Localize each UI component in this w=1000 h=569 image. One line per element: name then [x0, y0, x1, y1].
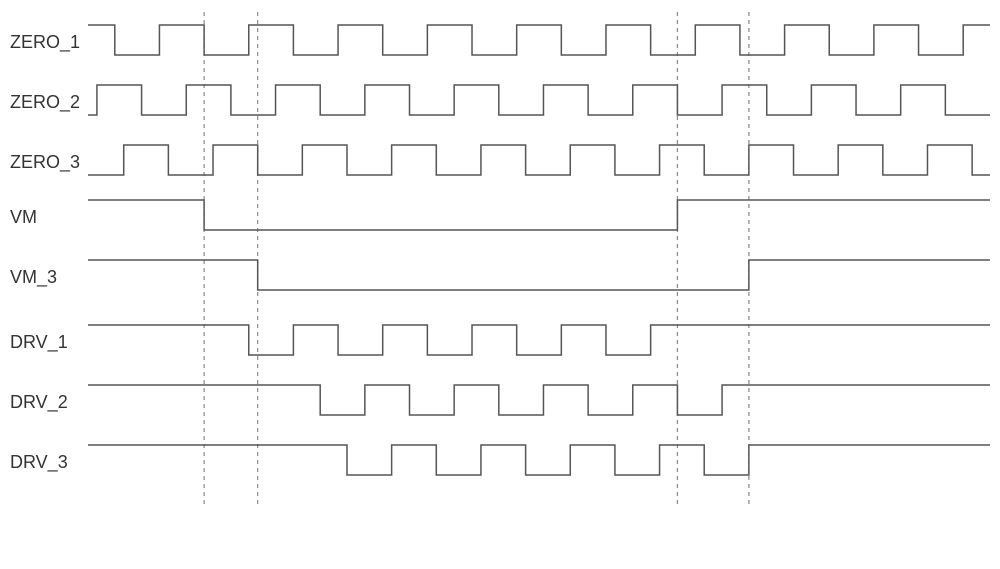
signal-waveform	[88, 85, 990, 115]
timing-diagram: ZERO_1 ZERO_2 ZERO_3 VM VM_3 DRV_1 DRV_2 DRV_3	[0, 0, 1000, 569]
signal-label: DRV_3	[10, 452, 68, 473]
signal-label: DRV_1	[10, 332, 68, 353]
signal-waveform	[88, 445, 990, 475]
signal-label: VM_3	[10, 267, 57, 288]
signal-waveform	[88, 200, 990, 230]
timing-svg: ZERO_1 ZERO_2 ZERO_3 VM VM_3 DRV_1 DRV_2 DRV_3	[0, 0, 1000, 569]
signal-waveform	[88, 325, 990, 355]
signal-label: ZERO_2	[10, 92, 80, 113]
signal-label: DRV_2	[10, 392, 68, 413]
signal-label: ZERO_1	[10, 32, 80, 53]
signal-waveform	[88, 385, 990, 415]
signal-waveform	[88, 25, 990, 55]
signal-waveform	[88, 260, 990, 290]
signal-label: ZERO_3	[10, 152, 80, 173]
signal-label: VM	[10, 207, 37, 227]
signal-waveform	[88, 145, 990, 175]
